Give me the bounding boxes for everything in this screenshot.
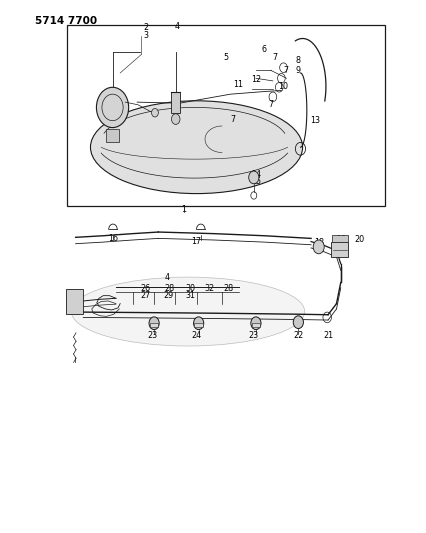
Text: 32: 32 — [204, 284, 214, 293]
Bar — [194, 323, 202, 327]
Text: 18: 18 — [314, 238, 324, 247]
Text: 25: 25 — [68, 292, 78, 301]
Text: 2: 2 — [143, 23, 148, 33]
Text: 6: 6 — [261, 45, 266, 54]
Bar — [171, 92, 180, 113]
Circle shape — [250, 317, 260, 329]
Circle shape — [248, 171, 258, 184]
Text: 7: 7 — [272, 53, 277, 62]
Text: 11: 11 — [232, 80, 242, 89]
Text: 20: 20 — [354, 236, 364, 245]
Text: 5: 5 — [223, 53, 228, 62]
Text: 27: 27 — [140, 291, 150, 300]
Text: 29: 29 — [164, 291, 174, 300]
Text: 8: 8 — [295, 56, 300, 65]
Text: 4: 4 — [164, 273, 169, 282]
Bar — [331, 242, 348, 257]
Bar — [251, 323, 259, 327]
Text: 21: 21 — [322, 331, 332, 340]
Bar — [331, 235, 347, 242]
Circle shape — [293, 316, 303, 328]
Text: 3: 3 — [143, 31, 148, 41]
Circle shape — [312, 240, 323, 254]
Ellipse shape — [71, 277, 304, 346]
Text: 13: 13 — [310, 116, 320, 125]
Text: 19: 19 — [335, 236, 345, 245]
Circle shape — [151, 109, 158, 117]
Text: 28: 28 — [164, 284, 174, 293]
Text: 16: 16 — [108, 234, 118, 243]
Text: 14: 14 — [250, 170, 260, 179]
Text: 23: 23 — [147, 331, 157, 340]
Text: 12: 12 — [250, 75, 260, 84]
Text: 15: 15 — [250, 177, 260, 186]
Text: 7: 7 — [230, 115, 235, 124]
Text: 17: 17 — [191, 237, 201, 246]
Circle shape — [193, 317, 203, 329]
Text: 23: 23 — [248, 331, 258, 340]
Text: 10: 10 — [278, 82, 288, 91]
Text: 9: 9 — [295, 66, 300, 75]
Text: 4: 4 — [175, 22, 179, 31]
Circle shape — [149, 317, 159, 329]
Bar — [66, 289, 83, 314]
Circle shape — [171, 114, 180, 124]
Bar — [67, 25, 384, 206]
Text: 7: 7 — [282, 66, 288, 75]
Text: 26: 26 — [140, 284, 150, 293]
Text: 7: 7 — [268, 100, 273, 109]
Ellipse shape — [90, 101, 302, 193]
Text: 31: 31 — [185, 291, 195, 300]
Text: 1: 1 — [181, 205, 186, 214]
Text: 28: 28 — [223, 284, 233, 293]
Circle shape — [96, 87, 128, 127]
Bar — [106, 128, 118, 142]
Text: 5714 7700: 5714 7700 — [35, 16, 97, 26]
Text: 30: 30 — [185, 284, 195, 293]
Bar — [150, 323, 158, 327]
Text: 22: 22 — [293, 331, 303, 340]
Text: 24: 24 — [191, 331, 201, 340]
